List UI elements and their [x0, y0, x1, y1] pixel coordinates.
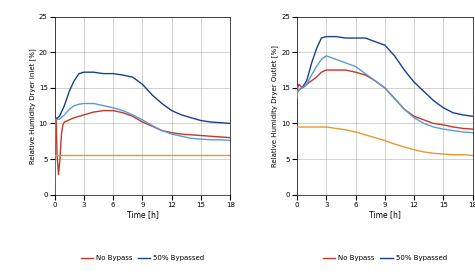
Legend: No Bypass, 50% Bypassed: No Bypass, 50% Bypassed [81, 255, 204, 261]
X-axis label: Time [h]: Time [h] [126, 210, 158, 219]
Y-axis label: Relative Humidity Dryer Outlet [%]: Relative Humidity Dryer Outlet [%] [272, 45, 278, 167]
Y-axis label: Relative Humidity Dryer Inlet [%]: Relative Humidity Dryer Inlet [%] [29, 48, 36, 163]
X-axis label: Time [h]: Time [h] [369, 210, 401, 219]
Legend: No Bypass, 50% Bypassed: No Bypass, 50% Bypassed [323, 255, 446, 261]
